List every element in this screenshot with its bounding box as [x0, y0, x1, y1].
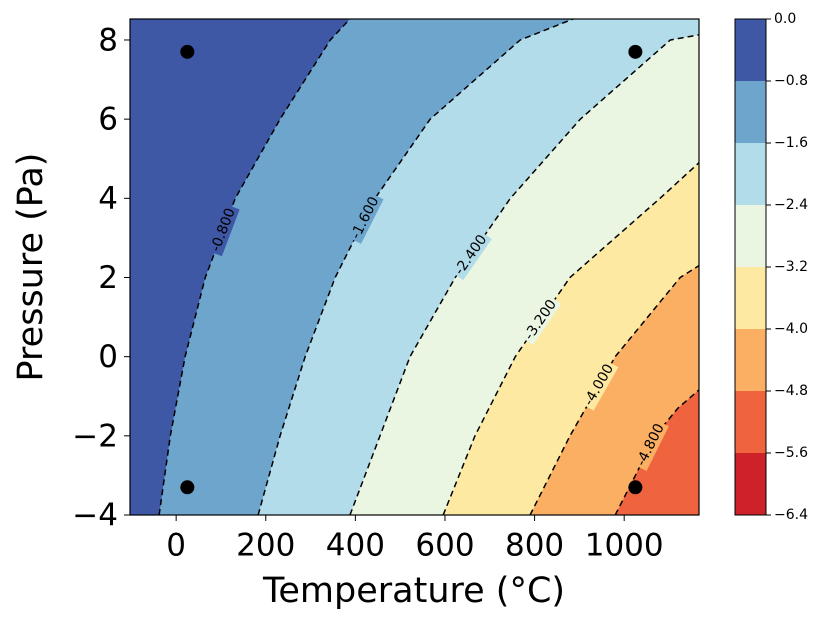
x-tick-label: 600: [415, 528, 474, 564]
colorbar-band: [735, 267, 766, 329]
y-tick-label: 6: [98, 102, 118, 138]
colorbar-tick-label: −3.2: [774, 259, 808, 275]
contour-line: [349, 34, 699, 515]
colorbar-tick-label: 0.0: [774, 11, 796, 27]
colorbar-band: [735, 143, 766, 205]
contour-fills: [130, 19, 699, 515]
contour-label-bg: [579, 359, 619, 411]
x-tick-label: 400: [326, 528, 385, 564]
contour-label-bg: [450, 229, 492, 281]
contour-line: [614, 389, 699, 515]
y-tick-label: −2: [72, 418, 118, 454]
colorbar-tick-label: −6.4: [774, 507, 808, 523]
x-tick-label: 1000: [585, 528, 664, 564]
y-axis-label: Pressure (Pa): [11, 153, 51, 382]
x-tick-label: 0: [166, 528, 186, 564]
colorbar-band: [735, 329, 766, 391]
colorbar-tick-label: −0.8: [774, 73, 808, 89]
contour-label-bg: [519, 294, 562, 346]
colorbar-band: [735, 205, 766, 267]
y-tick-label: 0: [98, 339, 118, 375]
data-point: [628, 480, 643, 495]
contour-label-bg: [632, 419, 669, 471]
x-axis-label: Temperature (°C): [262, 571, 565, 611]
x-tick-label: 800: [505, 528, 564, 564]
contour-label-bg: [206, 203, 240, 257]
colorbar-band: [735, 19, 766, 81]
colorbar-tick-label: −4.8: [774, 383, 808, 399]
plot-frame: [129, 18, 700, 516]
colorbar-band: [735, 81, 766, 143]
colorbar-tick-label: −4.0: [774, 321, 808, 337]
contour-label-bg: [346, 192, 384, 244]
colorbar-tick-label: −2.4: [774, 197, 808, 213]
y-tick-label: 4: [98, 181, 118, 217]
data-point: [180, 480, 195, 495]
y-tick-label: 2: [98, 260, 118, 296]
colorbar-band: [735, 453, 766, 515]
y-tick-label: −4: [72, 498, 118, 534]
data-point: [628, 44, 643, 59]
colorbar-tick-label: −1.6: [774, 135, 808, 151]
y-tick-label: 8: [98, 22, 118, 58]
x-tick-label: 200: [236, 528, 295, 564]
colorbar-tick-label: −5.6: [774, 445, 808, 461]
data-point: [180, 44, 195, 59]
colorbar-band: [735, 391, 766, 453]
